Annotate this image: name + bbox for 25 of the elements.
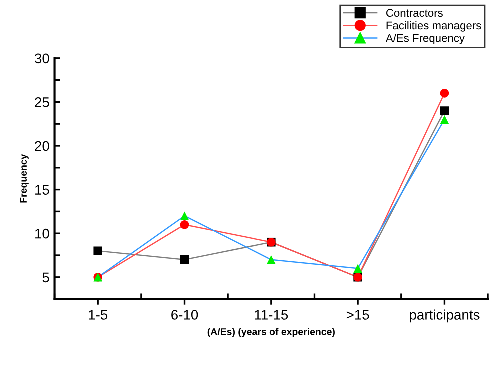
x-tick-label: 1-5 [89,310,108,320]
point [440,115,450,124]
y-tick-label: 10 [36,228,50,239]
y-tick-label: 25 [35,98,50,108]
point [440,89,450,98]
y-axis-title: Frequency [20,154,29,203]
point [267,255,276,264]
y-tick-label: 15 [36,185,50,195]
x-tick-label: >15 [346,310,370,320]
point [94,246,102,256]
x-tick-label: participants [410,310,480,323]
point [180,220,190,230]
y-tick-label: 5 [42,272,50,283]
point [180,255,190,264]
x-tick-label: 11-15 [255,310,288,320]
y-tick-label: 30 [35,54,50,64]
legend-label: A/Es Frequency [386,34,465,44]
y-tick-label: 20 [35,141,50,152]
legend-label: Facilities managers [386,21,482,32]
point [440,106,450,116]
point [180,212,190,220]
legend-label: Contractors [386,9,443,18]
x-axis-title: (A/Es) (years of experience) [208,328,335,338]
x-tick-label: 6-10 [172,310,198,320]
point [354,264,362,274]
